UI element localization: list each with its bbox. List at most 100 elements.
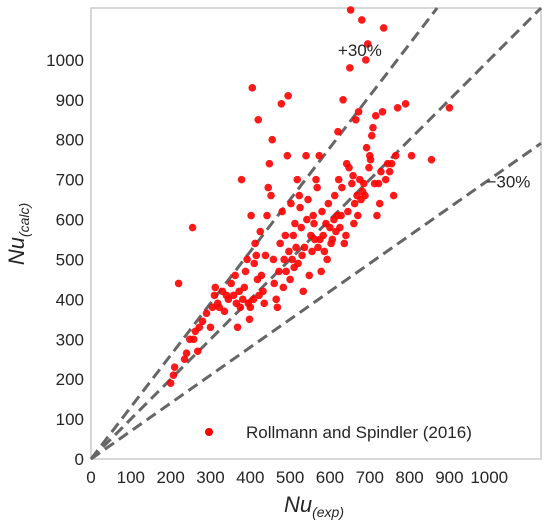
data-point: [247, 211, 255, 220]
data-point: [236, 303, 245, 312]
y-tick-label: 700: [56, 171, 84, 190]
data-point: [227, 279, 235, 288]
data-point: [202, 309, 211, 318]
data-point: [361, 56, 370, 64]
data-point: [371, 111, 380, 120]
data-point: [350, 199, 359, 208]
data-point: [293, 175, 302, 184]
data-point: [313, 183, 321, 192]
x-tick-label: 600: [316, 468, 344, 487]
x-tick-label: 1000: [470, 468, 508, 487]
data-point: [170, 363, 179, 372]
data-point: [378, 107, 387, 116]
data-point: [235, 287, 243, 296]
data-point: [319, 231, 327, 240]
reference-line-0: [89, 7, 439, 460]
data-point: [296, 203, 304, 212]
data-point: [264, 183, 273, 192]
data-point: [391, 151, 400, 160]
data-point: [208, 303, 217, 312]
data-point: [377, 167, 385, 176]
data-point: [245, 315, 254, 324]
data-point: [270, 279, 278, 288]
minus-30-annotation: −30%: [486, 173, 530, 192]
data-point: [309, 211, 318, 220]
data-point: [344, 207, 352, 216]
data-point: [362, 143, 371, 152]
data-point: [350, 219, 358, 228]
data-point: [349, 171, 357, 180]
data-point: [254, 115, 263, 124]
x-tick-label: 900: [435, 468, 463, 487]
data-point: [292, 243, 300, 252]
data-point: [363, 40, 372, 48]
data-point: [224, 295, 233, 304]
data-point: [233, 323, 242, 332]
data-point: [401, 99, 410, 108]
data-point: [281, 231, 290, 240]
data-point: [338, 183, 346, 192]
data-point: [374, 179, 383, 188]
data-point: [359, 179, 368, 188]
data-point: [361, 191, 369, 200]
data-point: [312, 175, 320, 184]
data-point: [314, 243, 322, 252]
data-point: [275, 267, 283, 276]
data-point: [348, 179, 356, 188]
data-point: [269, 255, 278, 264]
data-point: [188, 223, 197, 232]
data-point: [318, 207, 326, 216]
x-tick-label: 400: [236, 468, 264, 487]
data-point: [297, 223, 306, 232]
data-point: [315, 151, 323, 160]
data-point: [195, 323, 204, 332]
data-point: [407, 151, 416, 160]
x-tick-label: 300: [196, 468, 224, 487]
data-point: [328, 235, 337, 244]
data-point: [320, 247, 329, 256]
data-point: [277, 99, 286, 108]
data-point: [240, 283, 249, 292]
legend-marker: [205, 428, 213, 436]
data-point: [215, 303, 224, 312]
data-point: [257, 271, 266, 280]
data-point: [231, 271, 239, 280]
data-point: [304, 195, 312, 204]
data-point: [273, 303, 282, 312]
data-point: [393, 103, 402, 112]
data-point: [346, 64, 354, 72]
data-point: [252, 251, 261, 260]
data-point: [337, 211, 345, 220]
x-tick-label: 800: [395, 468, 423, 487]
data-point: [365, 163, 373, 172]
data-point: [286, 275, 294, 284]
y-tick-label: 500: [56, 250, 84, 269]
data-point: [367, 131, 376, 140]
data-point: [342, 231, 350, 240]
data-point: [282, 267, 290, 276]
data-point: [308, 247, 316, 256]
data-point: [276, 239, 284, 248]
data-point: [211, 283, 220, 292]
y-tick-label: 800: [56, 131, 84, 150]
x-axis-label: Nu(exp): [284, 492, 344, 520]
data-point: [267, 191, 275, 200]
data-point: [354, 107, 363, 116]
data-point: [263, 211, 271, 220]
data-point: [169, 371, 178, 379]
y-tick-label: 0: [75, 450, 84, 469]
legend-label: Rollmann and Spindler (2016): [246, 423, 472, 442]
data-point: [294, 259, 302, 268]
reference-line-2: [90, 142, 542, 461]
y-tick-label: 100: [56, 410, 84, 429]
data-point: [268, 135, 276, 144]
data-point: [249, 295, 258, 304]
data-point: [265, 159, 274, 168]
data-point: [305, 271, 314, 280]
x-tick-label: 500: [276, 468, 304, 487]
data-point: [291, 219, 299, 228]
data-point: [241, 267, 250, 276]
data-point: [278, 207, 286, 216]
x-tick-label: 700: [356, 468, 384, 487]
data-point: [381, 175, 390, 184]
